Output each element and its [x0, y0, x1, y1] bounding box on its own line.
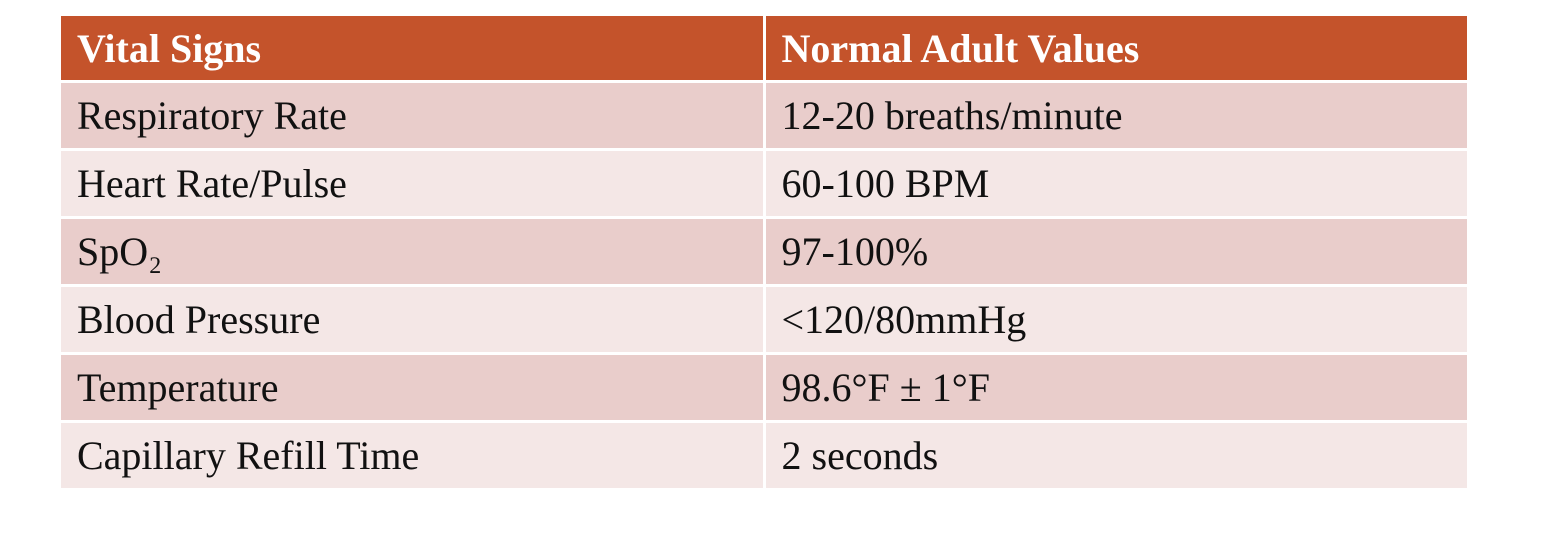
header-cell: Normal Adult Values [762, 16, 1467, 83]
table-cell: Capillary Refill Time [61, 420, 766, 488]
table-cell: 97-100% [762, 216, 1467, 287]
table-row: Respiratory Rate 12-20 breaths/minute [61, 80, 1467, 151]
table-cell: Blood Pressure [61, 284, 766, 355]
table-cell: 2 seconds [762, 420, 1467, 488]
table-row: Capillary Refill Time 2 seconds [61, 420, 1467, 488]
table-cell: Temperature [61, 352, 766, 423]
table-row: Blood Pressure <120/80mmHg [61, 284, 1467, 355]
table-cell: 12-20 breaths/minute [762, 80, 1467, 151]
table-cell: 98.6°F ± 1°F [762, 352, 1467, 423]
table-row: SpO₂ 97-100% [61, 216, 1467, 287]
vitals-table: Vital Signs Normal Adult Values Respirat… [61, 16, 1467, 488]
table-cell: Heart Rate/Pulse [61, 148, 766, 219]
table-cell: <120/80mmHg [762, 284, 1467, 355]
table-cell: 60-100 BPM [762, 148, 1467, 219]
table-body: Respiratory Rate 12-20 breaths/minute Hear… [61, 80, 1467, 488]
table-cell: SpO₂ [61, 216, 766, 287]
header-cell: Vital Signs [61, 16, 766, 83]
table-header: Vital Signs Normal Adult Values [61, 16, 1467, 83]
header-row: Vital Signs Normal Adult Values [61, 16, 1467, 83]
table-row: Heart Rate/Pulse 60-100 BPM [61, 148, 1467, 219]
table-row: Temperature 98.6°F ± 1°F [61, 352, 1467, 423]
table-cell: Respiratory Rate [61, 80, 766, 151]
